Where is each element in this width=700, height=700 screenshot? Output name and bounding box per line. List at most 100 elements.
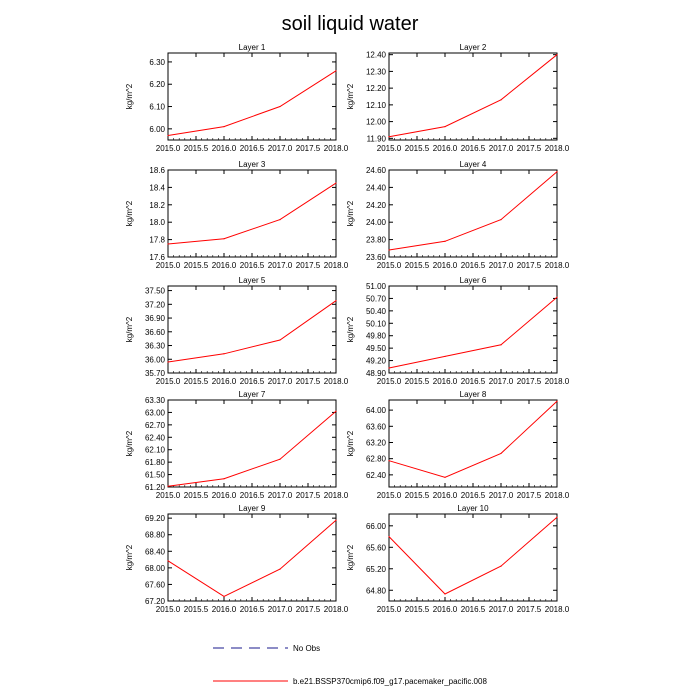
data-point: [335, 70, 337, 72]
x-tick-label: 2015.5: [184, 377, 209, 386]
y-tick-label: 68.00: [145, 564, 166, 573]
data-point: [279, 339, 281, 341]
figure-title: soil liquid water: [282, 13, 419, 35]
y-tick-label: 62.40: [145, 433, 166, 442]
y-tick-label: 64.00: [366, 406, 387, 415]
x-tick-label: 2017.0: [489, 261, 514, 270]
data-point: [167, 243, 169, 245]
data-point: [167, 485, 169, 487]
x-tick-label: 2017.5: [296, 491, 321, 500]
x-tick-label: 2016.0: [433, 377, 458, 386]
x-tick-label: 2015.0: [156, 605, 181, 614]
data-point: [335, 300, 337, 302]
legend: No Obs b.e21.BSSP370cmip6.f09_g17.pacema…: [213, 644, 487, 686]
y-tick-label: 37.20: [145, 300, 166, 309]
y-tick-label: 18.6: [149, 166, 165, 175]
y-tick-label: 67.60: [145, 580, 166, 589]
panel-title: Layer 1: [239, 43, 266, 52]
data-point: [444, 593, 446, 595]
y-tick-label: 67.20: [145, 597, 166, 606]
x-tick-label: 2016.0: [433, 605, 458, 614]
x-tick-label: 2018.0: [545, 491, 570, 500]
y-tick-label: 23.80: [366, 236, 387, 245]
plot-frame: [167, 513, 337, 602]
x-tick-label: 2016.5: [240, 605, 265, 614]
x-tick-label: 2016.5: [240, 261, 265, 270]
panel-title: Layer 2: [460, 43, 487, 52]
x-tick-label: 2018.0: [324, 261, 349, 270]
x-tick-label: 2015.0: [156, 261, 181, 270]
x-tick-label: 2015.0: [377, 605, 402, 614]
x-tick-label: 2016.5: [461, 144, 486, 153]
x-tick-label: 2017.5: [296, 605, 321, 614]
data-point: [223, 478, 225, 480]
series-line: [388, 516, 558, 595]
y-tick-label: 36.60: [145, 328, 166, 337]
y-tick-label: 12.30: [366, 67, 387, 76]
data-point: [279, 458, 281, 460]
y-tick-label: 11.90: [367, 134, 387, 143]
y-axis-label: kg/m^2: [346, 83, 355, 109]
series-line: [167, 410, 337, 487]
y-tick-label: 49.50: [366, 344, 387, 353]
x-tick-label: 2017.5: [517, 261, 542, 270]
y-tick-label: 62.10: [145, 446, 166, 455]
y-axis-label: kg/m^2: [125, 83, 134, 109]
y-tick-label: 6.10: [149, 103, 165, 112]
x-tick-label: 2017.0: [489, 377, 514, 386]
y-axis-label: kg/m^2: [125, 430, 134, 456]
plot-frame: [167, 52, 337, 141]
panel-title: Layer 8: [460, 390, 487, 399]
x-tick-label: 2017.5: [296, 261, 321, 270]
y-tick-label: 36.30: [145, 342, 166, 351]
x-tick-label: 2016.5: [461, 261, 486, 270]
x-tick-label: 2016.5: [240, 491, 265, 500]
data-point: [167, 134, 169, 137]
y-axis-label: kg/m^2: [125, 200, 134, 226]
y-tick-label: 35.70: [145, 369, 166, 378]
x-tick-label: 2016.5: [461, 605, 486, 614]
x-tick-label: 2018.0: [324, 377, 349, 386]
data-point: [388, 136, 390, 138]
data-point: [444, 355, 446, 358]
data-point: [556, 516, 558, 518]
x-tick-label: 2018.0: [324, 605, 349, 614]
plot-frame: [388, 399, 558, 488]
x-tick-label: 2015.0: [156, 144, 181, 153]
panel-title: Layer 5: [239, 276, 266, 285]
series-line: [167, 182, 337, 245]
x-tick-label: 2015.0: [377, 491, 402, 500]
y-tick-label: 65.20: [366, 565, 387, 574]
y-axis-label: kg/m^2: [125, 544, 134, 570]
y-tick-label: 61.20: [145, 483, 166, 492]
x-tick-label: 2018.0: [324, 491, 349, 500]
y-tick-label: 69.20: [145, 514, 166, 523]
x-tick-label: 2017.5: [296, 377, 321, 386]
y-tick-label: 66.00: [366, 522, 387, 531]
x-tick-label: 2015.5: [184, 605, 209, 614]
y-tick-label: 61.80: [145, 458, 166, 467]
x-tick-label: 2017.5: [517, 377, 542, 386]
y-tick-label: 6.20: [149, 80, 165, 89]
y-tick-label: 6.00: [149, 125, 165, 134]
panel-title: Layer 3: [239, 160, 266, 169]
y-axis-label: kg/m^2: [346, 200, 355, 226]
data-point: [388, 460, 390, 462]
x-tick-label: 2017.0: [489, 605, 514, 614]
x-tick-label: 2017.0: [489, 491, 514, 500]
y-tick-label: 18.4: [149, 183, 165, 192]
y-tick-label: 36.90: [145, 314, 166, 323]
data-point: [388, 367, 390, 369]
data-point: [223, 126, 225, 128]
x-tick-label: 2016.0: [212, 144, 237, 153]
panel-title: Layer 7: [239, 390, 266, 399]
x-tick-label: 2015.5: [184, 491, 209, 500]
y-tick-label: 24.00: [366, 218, 387, 227]
series-line: [167, 519, 337, 597]
